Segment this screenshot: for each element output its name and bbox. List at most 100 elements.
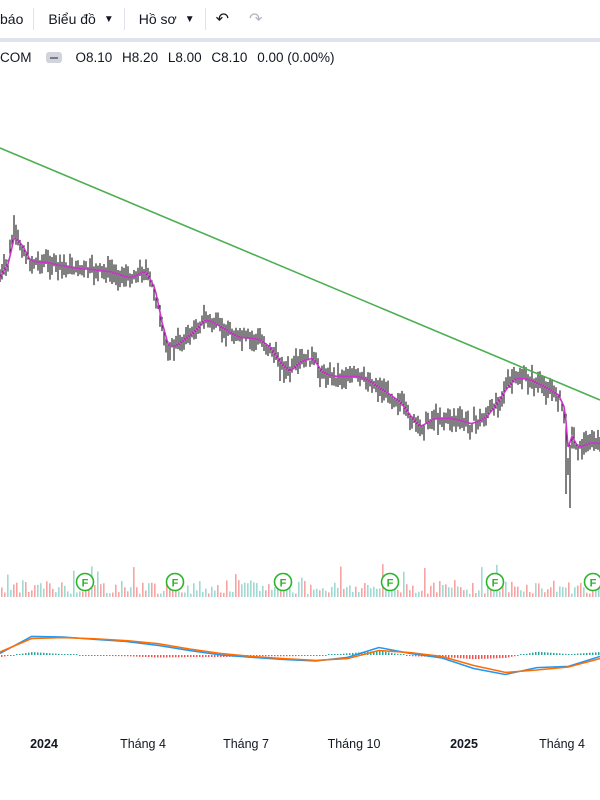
change-value: 0.00 (0.00%) <box>257 50 335 65</box>
dividend-event-badge[interactable]: F <box>273 572 293 592</box>
histogram-bar <box>184 655 186 658</box>
volume-bar <box>208 593 210 597</box>
volume-bar <box>280 590 282 597</box>
histogram-bar <box>187 655 189 658</box>
histogram-bar <box>274 655 276 657</box>
volume-bar <box>70 593 72 597</box>
dividend-event-badge[interactable]: F <box>75 572 95 592</box>
histogram-bar <box>418 655 420 657</box>
histogram-bar <box>1 655 3 657</box>
volume-bar <box>199 581 201 597</box>
volume-bar <box>16 582 18 597</box>
histogram-bar <box>208 655 210 658</box>
histogram-bar <box>79 655 81 656</box>
dividend-event-badge[interactable]: F <box>165 572 185 592</box>
volume-bar <box>406 584 408 597</box>
volume-bar <box>481 567 483 597</box>
profile-menu-button[interactable]: Hồ sơ ▼ <box>125 0 205 38</box>
collapse-legend-icon[interactable] <box>45 52 62 63</box>
histogram-bar <box>472 655 474 660</box>
histogram-bar <box>334 654 336 655</box>
histogram-bar <box>55 653 57 655</box>
histogram-bar <box>307 655 309 656</box>
volume-bar <box>514 586 516 597</box>
toolbar-divider <box>204 8 206 30</box>
histogram-bar <box>592 652 594 655</box>
redo-icon[interactable]: ↷ <box>249 11 263 28</box>
volume-bar <box>331 586 333 597</box>
chart-legend: COM O8.10 H8.20 L8.00 C8.10 0.00 (0.00%) <box>0 50 341 65</box>
dividend-event-badge[interactable]: F <box>583 572 600 592</box>
volume-bar <box>358 592 360 597</box>
trendline <box>0 147 600 401</box>
volume-bar <box>259 590 261 597</box>
volume-bar <box>229 591 231 597</box>
volume-bar <box>313 589 315 597</box>
histogram-bar <box>562 653 564 655</box>
histogram-bar <box>391 652 393 655</box>
histogram-bar <box>61 654 63 655</box>
undo-icon[interactable]: ↶ <box>215 11 230 28</box>
volume-bar <box>103 583 105 597</box>
event-badge-label: F <box>280 578 287 590</box>
volume-bar <box>343 588 345 597</box>
volume-bar <box>595 586 597 597</box>
histogram-bar <box>16 654 18 655</box>
histogram-bar <box>559 653 561 655</box>
volume-bar <box>106 592 108 597</box>
volume-bar <box>367 584 369 597</box>
volume-bar <box>4 592 6 597</box>
histogram-bar <box>283 655 285 657</box>
ohlc-values: O8.10 H8.20 L8.00 C8.10 0.00 (0.00%) <box>76 50 341 65</box>
histogram-bar <box>373 651 375 655</box>
symbol-name[interactable]: COM <box>0 50 32 65</box>
histogram-bar <box>325 655 327 656</box>
histogram-bar <box>394 653 396 655</box>
dividend-event-badge[interactable]: F <box>380 572 400 592</box>
volume-bar <box>1 587 3 597</box>
volume-bar <box>484 593 486 597</box>
chevron-down-icon: ▼ <box>184 13 195 25</box>
volume-bar <box>400 592 402 597</box>
volume-bar <box>448 587 450 597</box>
volume-bar <box>40 583 42 597</box>
volume-bar <box>493 586 495 597</box>
volume-bar <box>391 587 393 597</box>
histogram-bar <box>412 655 414 657</box>
volume-bar <box>556 591 558 597</box>
histogram-bar <box>163 655 165 658</box>
histogram-bar <box>172 655 174 658</box>
histogram-bar <box>193 655 195 658</box>
volume-bar <box>304 580 306 597</box>
histogram-bar <box>112 655 114 657</box>
histogram-bar <box>85 655 87 656</box>
alert-menu[interactable]: báo <box>0 0 33 38</box>
histogram-bar <box>541 651 543 655</box>
volume-bar <box>511 581 513 597</box>
volume-bar <box>79 591 81 597</box>
histogram-bar <box>223 655 225 658</box>
histogram-bar <box>118 655 120 657</box>
histogram-bar <box>88 655 90 656</box>
volume-bar <box>571 593 573 597</box>
dividend-event-badge[interactable]: F <box>485 572 505 592</box>
histogram-bar <box>571 653 573 655</box>
histogram-bar <box>91 655 93 656</box>
histogram-bar <box>400 654 402 655</box>
histogram-bar <box>94 655 96 656</box>
volume-bar <box>517 586 519 597</box>
volume-bar <box>355 586 357 597</box>
histogram-bar <box>181 655 183 658</box>
volume-bar <box>97 571 99 597</box>
volume-bar <box>490 587 492 597</box>
chart-menu-button[interactable]: Biểu đồ ▼ <box>34 0 123 38</box>
volume-bar <box>553 580 555 597</box>
volume-bar <box>187 585 189 597</box>
volume-bar <box>154 583 156 597</box>
histogram-bar <box>40 652 42 655</box>
histogram-bar <box>550 652 552 655</box>
volume-bar <box>142 582 144 597</box>
histogram-bar <box>493 655 495 659</box>
volume-bar <box>196 590 198 597</box>
